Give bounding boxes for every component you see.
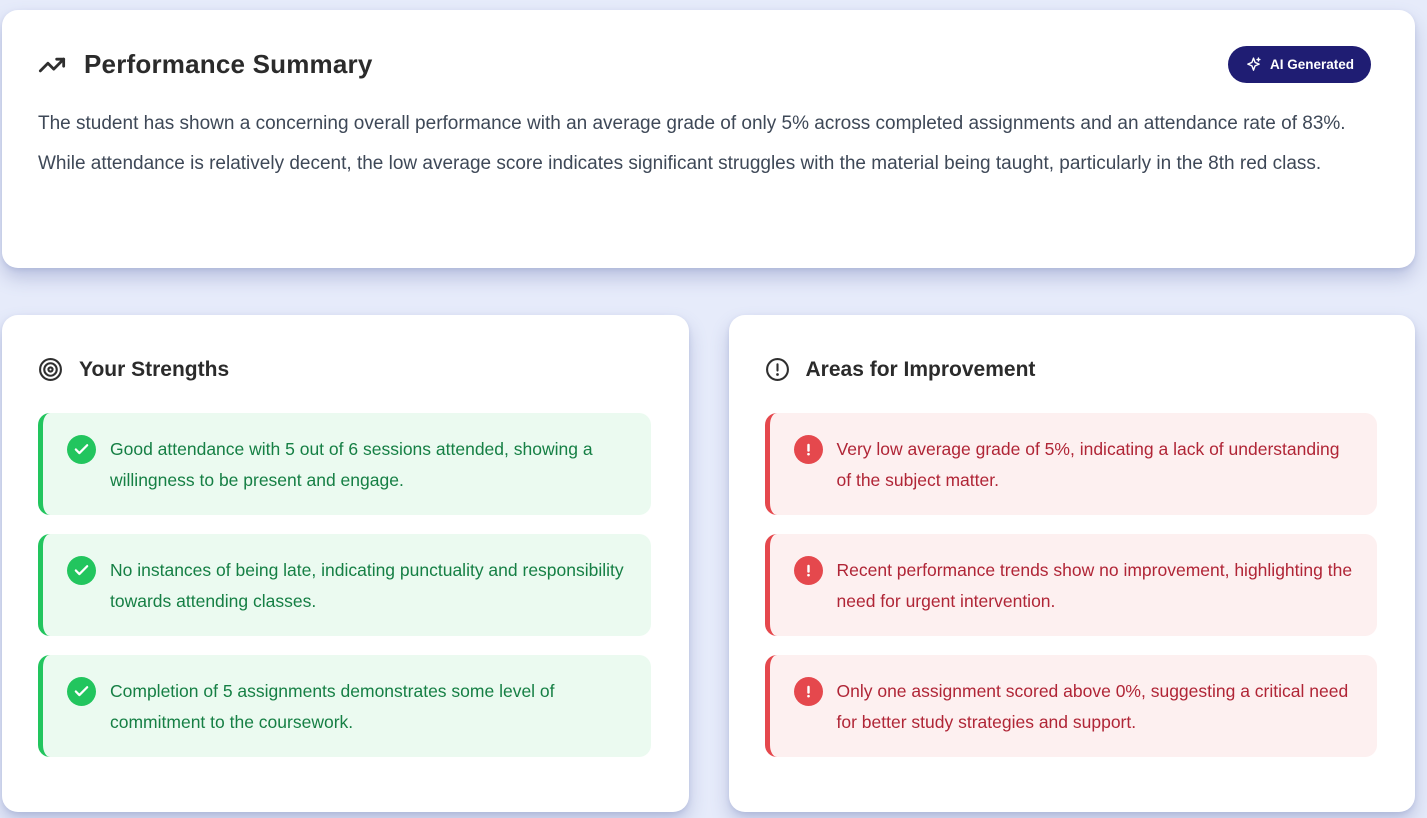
sparkles-icon <box>1245 56 1262 73</box>
strength-item-text: No instances of being late, indicating p… <box>110 560 624 611</box>
strength-item-text: Completion of 5 assignments demonstrates… <box>110 681 555 732</box>
ai-generated-badge-label: AI Generated <box>1269 57 1354 72</box>
improvements-title: Areas for Improvement <box>805 357 1036 381</box>
alert-circle-icon <box>765 357 790 382</box>
performance-summary-card: Performance Summary AI Generated The stu… <box>2 10 1415 268</box>
strength-item: No instances of being late, indicating p… <box>38 534 651 636</box>
check-circle-icon <box>67 435 96 464</box>
summary-card-header: Performance Summary AI Generated <box>38 46 1371 83</box>
improvement-item: Very low average grade of 5%, indicating… <box>764 413 1377 515</box>
ai-generated-badge: AI Generated <box>1227 46 1371 83</box>
improvement-item-text: Only one assignment scored above 0%, sug… <box>836 681 1349 732</box>
exclamation-circle-icon <box>793 556 823 585</box>
strength-item-text: Good attendance with 5 out of 6 sessions… <box>110 439 593 490</box>
summary-paragraph: The student has shown a concerning overa… <box>38 113 1346 174</box>
exclamation-circle-icon <box>793 677 823 706</box>
target-icon <box>38 357 63 382</box>
strengths-title: Your Strengths <box>79 357 230 381</box>
check-circle-icon <box>67 677 96 706</box>
improvement-item-text: Very low average grade of 5%, indicating… <box>836 439 1340 490</box>
improvement-item: Recent performance trends show no improv… <box>764 534 1377 636</box>
strengths-list: Good attendance with 5 out of 6 sessions… <box>38 413 651 757</box>
improvement-item: Only one assignment scored above 0%, sug… <box>764 655 1377 757</box>
improvement-item-text: Recent performance trends show no improv… <box>836 560 1353 611</box>
exclamation-circle-icon <box>793 435 823 464</box>
cards-row: Your Strengths Good attendance with 5 ou… <box>2 315 1415 812</box>
page-title: Performance Summary <box>84 49 373 79</box>
improvements-card: Areas for Improvement Very low average g… <box>728 315 1415 812</box>
trending-up-icon <box>38 51 66 79</box>
strength-item: Good attendance with 5 out of 6 sessions… <box>38 413 651 515</box>
improvements-header: Areas for Improvement <box>765 357 1378 382</box>
strengths-header: Your Strengths <box>38 357 651 382</box>
strength-item: Completion of 5 assignments demonstrates… <box>38 655 651 757</box>
check-circle-icon <box>67 556 96 585</box>
improvements-list: Very low average grade of 5%, indicating… <box>764 413 1377 757</box>
strengths-card: Your Strengths Good attendance with 5 ou… <box>2 315 689 812</box>
